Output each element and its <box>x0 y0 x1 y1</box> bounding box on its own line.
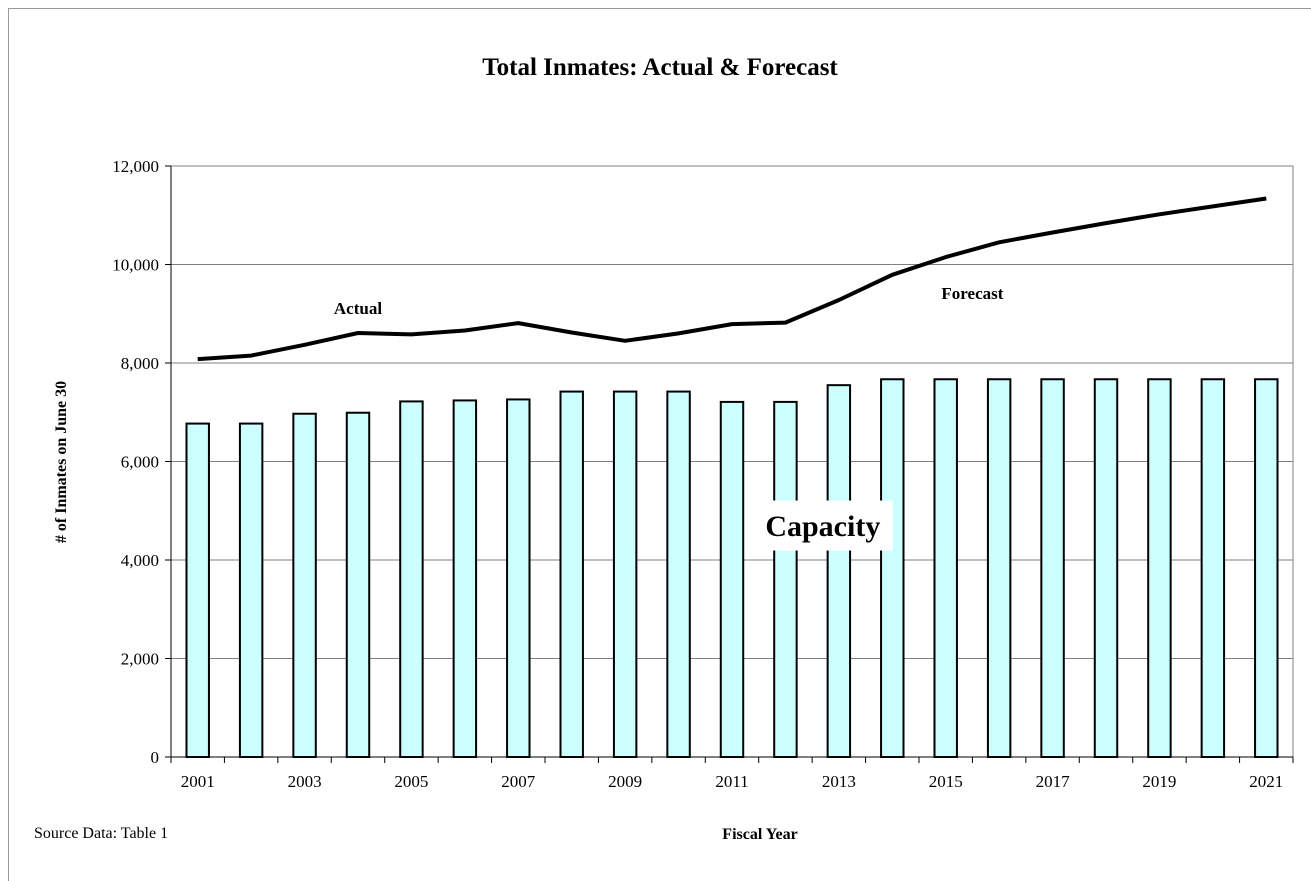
annotation-label: Forecast <box>941 284 1003 303</box>
capacity-bar <box>719 400 745 758</box>
y-tick-label: 2,000 <box>121 650 159 669</box>
capacity-bars <box>185 378 1279 758</box>
annotation-label: Actual <box>334 299 382 318</box>
capacity-bar <box>399 400 424 758</box>
y-tick-label: 8,000 <box>121 354 159 373</box>
x-tick-label: 2017 <box>1036 772 1071 791</box>
capacity-bar <box>986 378 1012 758</box>
y-tick-label: 4,000 <box>121 551 159 570</box>
capacity-bar <box>559 390 584 758</box>
capacity-bar <box>1093 378 1119 758</box>
capacity-bar <box>826 384 852 758</box>
chart-title: Total Inmates: Actual & Forecast <box>482 54 838 81</box>
x-tick-label: 2013 <box>822 772 856 791</box>
inmates-line <box>197 196 1267 362</box>
capacity-bar <box>1254 378 1279 758</box>
x-tick-label: 2009 <box>608 772 642 791</box>
source-note: Source Data: Table 1 <box>34 825 168 842</box>
x-axis: 2001 2003 2005 2007 2009 2011 2013 2015 2017 2019… <box>170 756 1294 791</box>
capacity-bar <box>933 378 958 758</box>
annotations: Actual Forecast Capacity <box>323 281 1017 551</box>
y-tick-label: 6,000 <box>121 453 159 472</box>
capacity-bar <box>1040 378 1065 758</box>
annotation-box <box>752 500 893 551</box>
capacity-bar <box>773 400 798 758</box>
capacity-bar <box>345 411 371 758</box>
x-tick-label: 2019 <box>1142 772 1176 791</box>
inmates-line-path <box>197 196 1267 362</box>
y-tick-label: 10,000 <box>112 256 159 275</box>
annotation-label: Capacity <box>765 510 880 543</box>
capacity-bar <box>452 399 478 758</box>
x-tick-label: 2011 <box>715 772 748 791</box>
x-tick-label: 2021 <box>1249 772 1283 791</box>
capacity-bar <box>1147 378 1172 758</box>
x-tick-label: 2007 <box>501 772 536 791</box>
capacity-bar <box>238 422 264 758</box>
x-tick-label: 2001 <box>181 772 215 791</box>
capacity-bar <box>1200 378 1226 758</box>
y-tick-label: 0 <box>151 748 160 767</box>
y-axis-label: # of Inmates on June 30 <box>53 381 70 543</box>
capacity-bar <box>880 378 905 758</box>
y-axis: 0 2,000 4,000 6,000 8,000 10,000 12,000 <box>112 157 172 767</box>
capacity-bar <box>666 390 691 758</box>
capacity-bar <box>506 398 531 758</box>
x-tick-label: 2003 <box>288 772 322 791</box>
x-axis-label: Fiscal Year <box>722 826 797 843</box>
y-tick-label: 12,000 <box>112 157 159 176</box>
x-tick-label: 2005 <box>394 772 428 791</box>
capacity-bar <box>292 412 317 758</box>
annotation-box <box>928 281 1017 306</box>
capacity-bar <box>612 390 638 758</box>
capacity-bar <box>185 422 210 758</box>
x-tick-label: 2015 <box>929 772 963 791</box>
annotation-box <box>323 295 393 320</box>
